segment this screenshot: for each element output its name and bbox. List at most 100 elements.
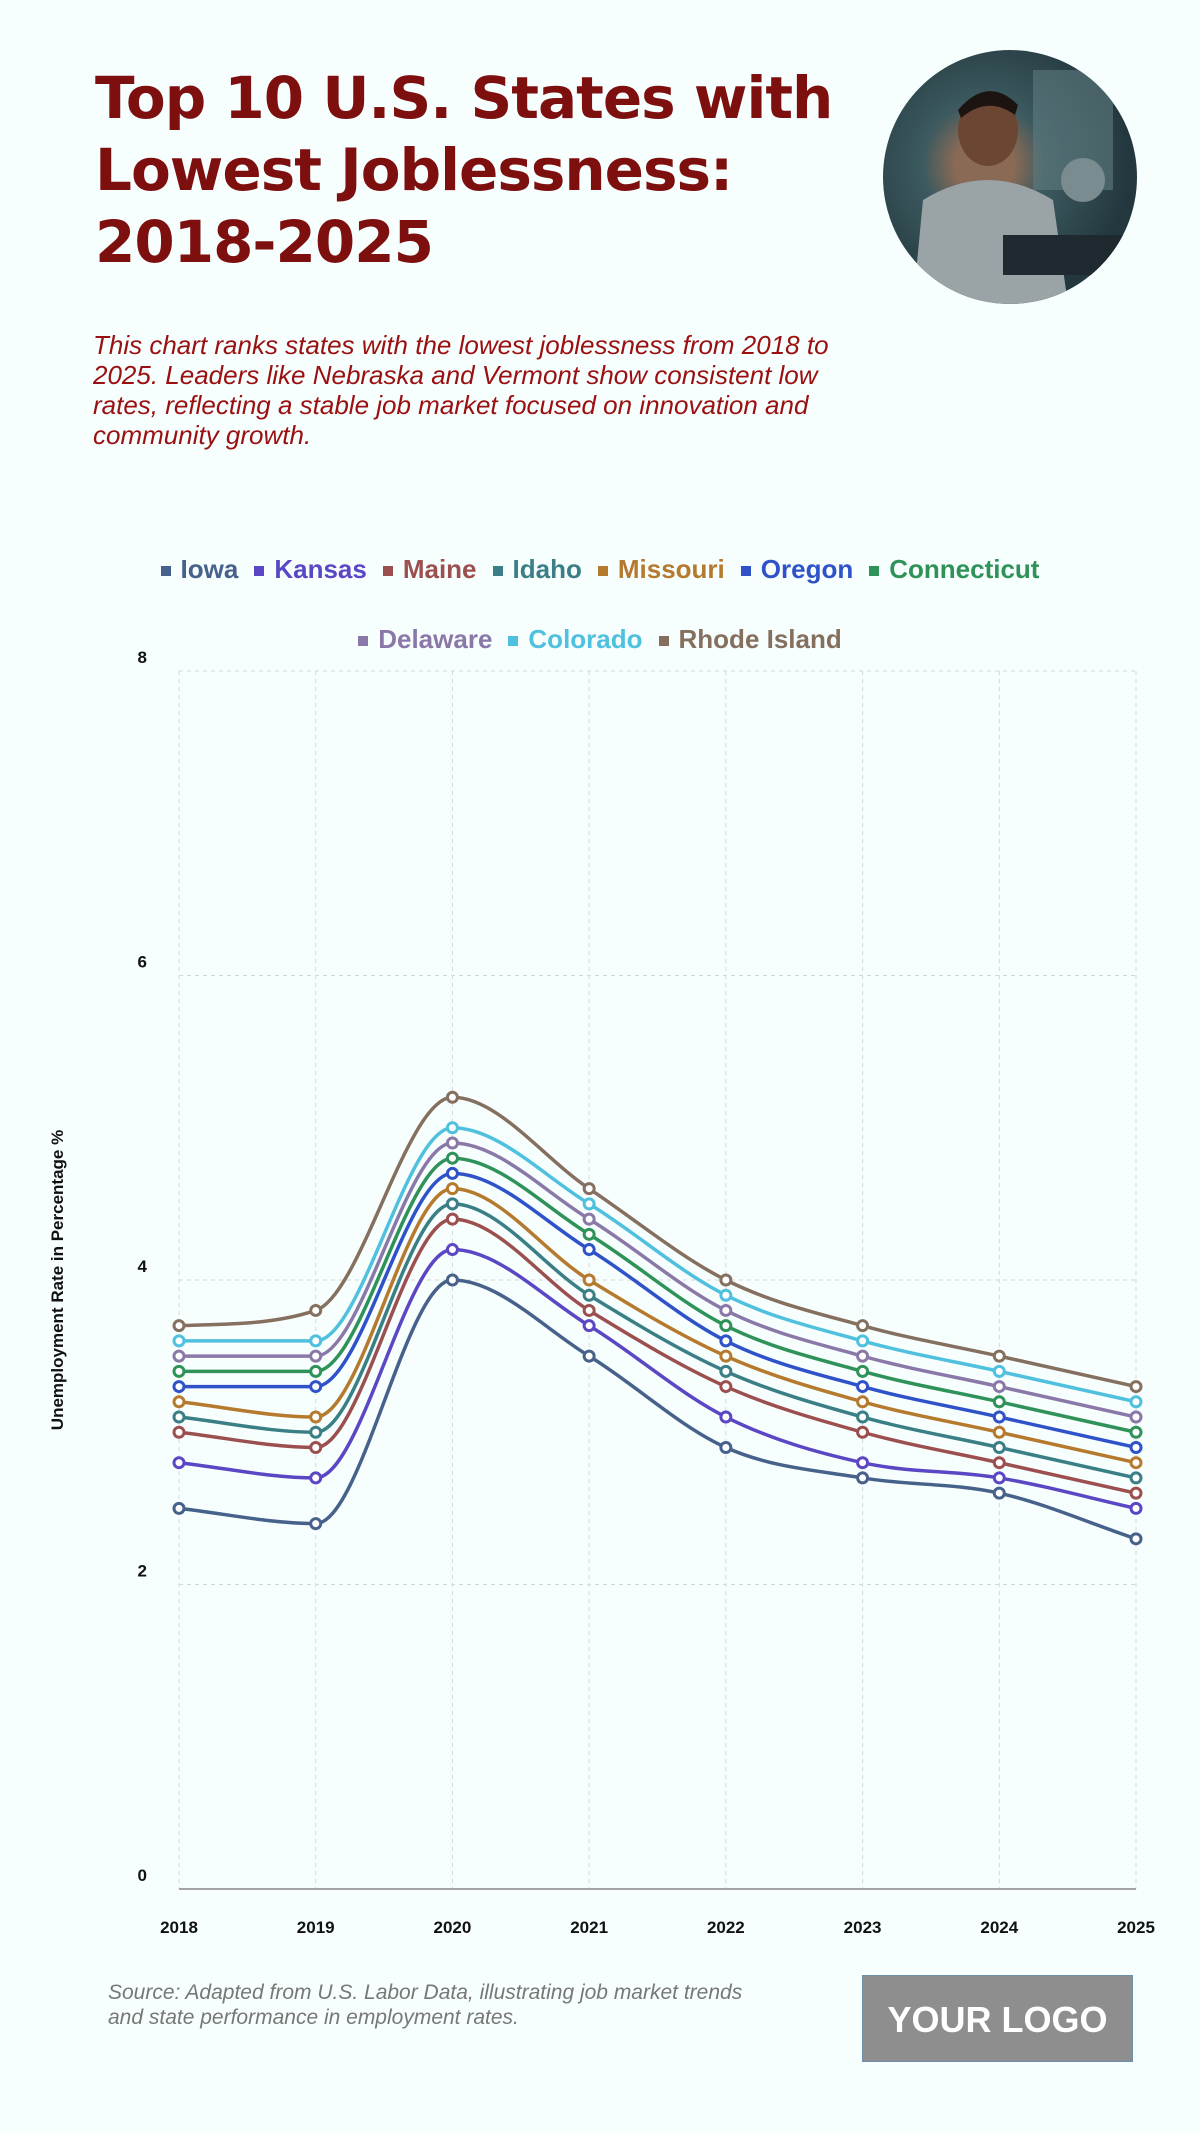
data-point — [309, 1380, 323, 1394]
y-tick-label: 0 — [138, 1866, 147, 1885]
data-point — [856, 1364, 870, 1378]
data-point — [856, 1410, 870, 1424]
data-point — [309, 1364, 323, 1378]
data-point — [172, 1334, 186, 1348]
data-point — [856, 1471, 870, 1485]
data-point — [1129, 1532, 1143, 1546]
legend-label: Colorado — [528, 624, 643, 654]
legend-label: Rhode Island — [678, 624, 842, 654]
data-point — [992, 1425, 1006, 1439]
logo: YOUR LOGO — [862, 1975, 1133, 2062]
data-point — [992, 1456, 1006, 1470]
legend-item[interactable]: Rhode Island — [658, 615, 842, 663]
series-line-delaware — [179, 1141, 1137, 1419]
data-point — [1129, 1395, 1143, 1409]
legend-item[interactable]: Oregon — [740, 545, 854, 593]
x-tick-label: 2025 — [1117, 1918, 1155, 1937]
data-point — [856, 1334, 870, 1348]
series-line-kansas — [178, 1247, 1137, 1511]
data-point — [445, 1243, 459, 1257]
data-point — [856, 1456, 870, 1470]
data-point — [1129, 1471, 1143, 1485]
legend-item[interactable]: Iowa — [160, 545, 239, 593]
data-point — [445, 1136, 459, 1150]
legend-label: Iowa — [180, 554, 239, 584]
data-point — [582, 1273, 596, 1287]
legend-swatch — [382, 566, 393, 577]
legend-item[interactable]: Colorado — [508, 615, 643, 663]
series-line-rhode-island — [178, 1095, 1137, 1389]
data-point — [582, 1182, 596, 1196]
data-point — [582, 1303, 596, 1317]
data-point — [172, 1349, 186, 1363]
data-point — [309, 1303, 323, 1317]
data-point — [856, 1395, 870, 1409]
data-point — [445, 1182, 459, 1196]
legend-swatch — [160, 566, 171, 577]
data-point — [1129, 1410, 1143, 1424]
data-point — [1129, 1440, 1143, 1454]
x-tick-label: 2019 — [297, 1918, 335, 1937]
series-line-colorado — [178, 1125, 1137, 1404]
data-point — [309, 1410, 323, 1424]
y-tick-label: 2 — [138, 1562, 147, 1581]
x-tick-label: 2022 — [707, 1918, 745, 1937]
data-point — [582, 1227, 596, 1241]
data-point — [992, 1364, 1006, 1378]
data-point — [172, 1410, 186, 1424]
legend-item[interactable]: Delaware — [358, 615, 492, 663]
series-line-connecticut — [178, 1156, 1137, 1434]
data-point — [719, 1349, 733, 1363]
data-point — [445, 1090, 459, 1104]
series-line-iowa — [178, 1278, 1137, 1541]
legend-item[interactable]: Missouri — [597, 545, 725, 593]
data-point — [1129, 1380, 1143, 1394]
legend-label: Maine — [402, 554, 477, 584]
legend-label: Connecticut — [889, 554, 1040, 584]
legend-label: Idaho — [512, 554, 582, 584]
data-point — [172, 1425, 186, 1439]
legend-item[interactable]: Kansas — [254, 545, 367, 593]
data-point — [1129, 1501, 1143, 1515]
x-tick-label: 2020 — [434, 1918, 472, 1937]
y-axis-label: Unemployment Rate in Percentage % — [48, 1130, 67, 1430]
data-point — [992, 1486, 1006, 1500]
data-point — [172, 1319, 186, 1333]
data-point — [582, 1212, 596, 1226]
legend-swatch — [508, 636, 519, 647]
legend-swatch — [869, 566, 880, 577]
legend-swatch — [740, 566, 751, 577]
x-tick-label: 2018 — [160, 1918, 198, 1937]
data-point — [719, 1410, 733, 1424]
legend-label: Missouri — [617, 554, 725, 584]
data-point — [719, 1380, 733, 1394]
legend: Iowa Kansas Maine Idaho Missouri Oregon Connec… — [0, 545, 1200, 685]
data-point — [1129, 1425, 1143, 1439]
series-line-oregon — [179, 1171, 1137, 1450]
data-point — [992, 1410, 1006, 1424]
data-point — [856, 1425, 870, 1439]
legend-label: Oregon — [760, 554, 854, 584]
data-point — [992, 1380, 1006, 1394]
data-point — [856, 1319, 870, 1333]
chart-title: Top 10 U.S. States with Lowest Joblessne… — [95, 64, 833, 276]
y-tick-label: 4 — [138, 1257, 148, 1276]
series-line-maine — [178, 1217, 1137, 1495]
legend-swatch — [658, 636, 669, 647]
data-point — [445, 1273, 459, 1287]
data-point — [172, 1456, 186, 1470]
data-point — [309, 1425, 323, 1439]
data-point — [582, 1197, 596, 1211]
legend-item[interactable]: Idaho — [492, 545, 582, 593]
data-point — [172, 1395, 186, 1409]
legend-label: Delaware — [378, 624, 493, 654]
data-point — [582, 1349, 596, 1363]
data-point — [719, 1319, 733, 1333]
chart-subtitle: This chart ranks states with the lowest … — [93, 330, 829, 450]
legend-item[interactable]: Connecticut — [869, 545, 1039, 593]
legend-item[interactable]: Maine — [382, 545, 477, 593]
data-point — [719, 1273, 733, 1287]
data-point — [856, 1349, 870, 1363]
legend-swatch — [597, 566, 608, 577]
